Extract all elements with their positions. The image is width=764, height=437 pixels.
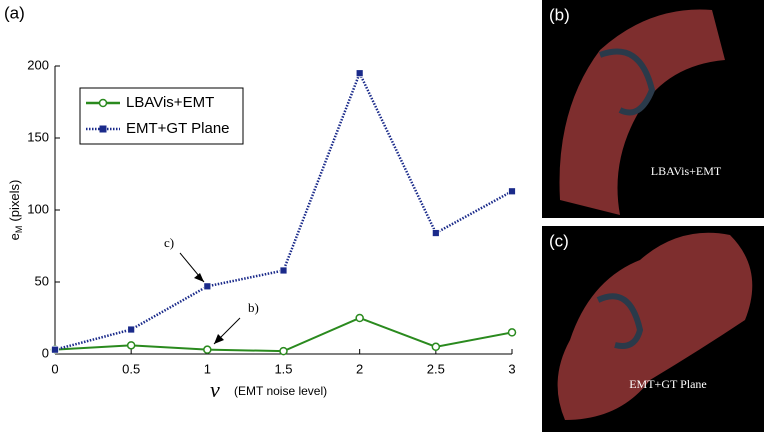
x-axis-label: (EMT noise level) (234, 384, 327, 398)
point (508, 187, 516, 196)
image-caption: LBAVis+EMT (651, 164, 722, 178)
legend-box (79, 87, 244, 145)
y-label-rest: (pixels) (7, 180, 22, 222)
x-tick-label: 2 (356, 361, 363, 376)
y-tick-label: 150 (27, 129, 49, 144)
y-tick-label: 0 (42, 345, 49, 360)
x-tick-label: 2.5 (427, 361, 445, 376)
x-tick-label: 1 (204, 361, 211, 376)
tissue-image (559, 9, 725, 215)
point (355, 313, 364, 323)
x-tick-label: 1.5 (274, 361, 292, 376)
legend-marker (98, 98, 108, 108)
tissue-image (557, 232, 753, 420)
annotation: c) (164, 235, 174, 250)
point (203, 282, 212, 291)
point (431, 229, 440, 237)
y-tick-label: 200 (27, 57, 49, 72)
x-tick-label: 3 (508, 361, 515, 376)
point (127, 325, 136, 334)
x-tick-label: 0 (51, 361, 58, 376)
point (355, 69, 364, 78)
x-tick-label: 0.5 (122, 361, 140, 376)
point (51, 345, 59, 354)
point (279, 346, 288, 356)
point (203, 345, 212, 354)
annotation: b) (248, 300, 259, 315)
tissue-detail (596, 293, 644, 349)
y-tick-label: 50 (35, 273, 49, 288)
series-line (54, 316, 513, 353)
y-tick-label: 100 (27, 201, 49, 216)
legend-marker (99, 125, 107, 133)
point (126, 341, 136, 350)
point (279, 266, 288, 275)
point (431, 342, 441, 352)
y-axis-label: eM (pixels) (7, 180, 24, 241)
point (507, 328, 517, 337)
arrow-head (214, 334, 224, 344)
panel-label: (c) (549, 231, 569, 250)
x-label-symbol: ν (210, 377, 220, 402)
y-label-sub: M (14, 226, 24, 234)
panel-label: (b) (549, 5, 570, 24)
legend-label: LBAVis+EMT (126, 94, 214, 111)
arrow-head (194, 273, 204, 282)
legend-label: EMT+GT Plane (126, 120, 230, 137)
panel-label: (a) (4, 3, 25, 22)
image-caption: EMT+GT Plane (629, 377, 707, 391)
tissue-detail (598, 48, 656, 116)
y-label-main: e (7, 233, 22, 240)
